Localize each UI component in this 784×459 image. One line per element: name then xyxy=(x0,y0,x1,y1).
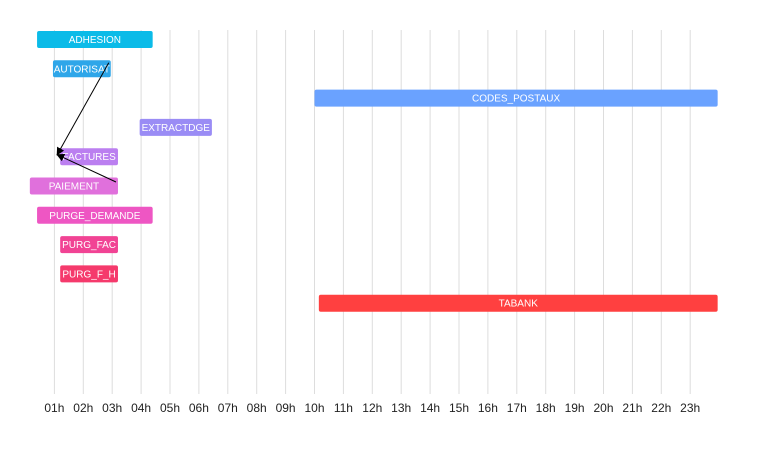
task-bar-factures[interactable]: FACTURES xyxy=(60,148,118,166)
dependency-arrow-paiement-to-factures xyxy=(56,154,117,183)
tick-label-13h: 13h xyxy=(391,401,411,415)
bar-rect[interactable] xyxy=(314,89,718,107)
task-bar-adhesion[interactable]: ADHESION xyxy=(37,31,153,48)
bar-rect[interactable] xyxy=(318,294,718,312)
bar-rect[interactable] xyxy=(60,148,118,166)
tick-label-10h: 10h xyxy=(304,401,324,415)
bar-label: FACTURES xyxy=(62,152,116,163)
tick-label-21h: 21h xyxy=(622,401,642,415)
tick-label-19h: 19h xyxy=(565,401,585,415)
tick-label-04h: 04h xyxy=(131,401,151,415)
bar-rect[interactable] xyxy=(37,206,153,224)
tick-label-06h: 06h xyxy=(189,401,209,415)
task-bars: ADHESION AUTORISAT CODES_POSTAUX EXTRACTDGE… xyxy=(29,31,718,312)
tick-label-22h: 22h xyxy=(651,401,671,415)
tick-label-09h: 09h xyxy=(276,401,296,415)
bar-label: AUTORISAT xyxy=(54,64,110,75)
tick-label-23h: 23h xyxy=(680,401,700,415)
tick-label-17h: 17h xyxy=(507,401,527,415)
bar-rect[interactable] xyxy=(60,236,118,254)
tick-label-05h: 05h xyxy=(160,401,180,415)
bar-label: PURGE_DEMANDE xyxy=(49,211,140,222)
task-bar-paiement[interactable]: PAIEMENT xyxy=(29,177,118,195)
bar-rect[interactable] xyxy=(52,60,111,78)
task-bar-purg-fac[interactable]: PURG_FAC xyxy=(60,236,118,254)
task-bar-codes-postaux[interactable]: CODES_POSTAUX xyxy=(314,89,718,107)
task-bar-tabank[interactable]: TABANK xyxy=(318,294,718,312)
bar-label: CODES_POSTAUX xyxy=(472,94,560,105)
tick-label-07h: 07h xyxy=(218,401,238,415)
bar-rect[interactable] xyxy=(37,31,153,48)
bar-rect[interactable] xyxy=(29,177,118,195)
tick-label-14h: 14h xyxy=(420,401,440,415)
tick-label-16h: 16h xyxy=(478,401,498,415)
tick-label-08h: 08h xyxy=(247,401,267,415)
x-axis-ticks: 01h 02h 03h 04h 05h 06h 07h 08h 09h 10h 11h 12h 13h 1… xyxy=(44,401,700,415)
task-bar-autorisat[interactable]: AUTORISAT xyxy=(52,60,111,78)
tick-label-01h: 01h xyxy=(44,401,64,415)
task-bar-extractdge[interactable]: EXTRACTDGE xyxy=(139,118,212,136)
task-bar-purg-f-h[interactable]: PURG_F_H xyxy=(60,265,118,283)
tick-label-20h: 20h xyxy=(593,401,613,415)
bar-label: PURG_F_H xyxy=(62,269,115,280)
dependency-arrows xyxy=(56,62,117,183)
bar-label: PURG_FAC xyxy=(62,240,116,251)
bar-label: ADHESION xyxy=(69,35,121,46)
bar-label: TABANK xyxy=(499,299,539,310)
bar-rect[interactable] xyxy=(139,118,212,136)
tick-label-11h: 11h xyxy=(334,401,353,415)
dependency-arrow-autorisat-to-factures xyxy=(56,62,110,156)
tick-label-15h: 15h xyxy=(449,401,469,415)
tick-label-12h: 12h xyxy=(362,401,382,415)
tick-label-02h: 02h xyxy=(73,401,93,415)
tick-label-18h: 18h xyxy=(536,401,556,415)
bar-label: EXTRACTDGE xyxy=(142,123,211,134)
bar-label: PAIEMENT xyxy=(49,182,99,193)
tick-label-03h: 03h xyxy=(102,401,122,415)
bar-rect[interactable] xyxy=(60,265,118,283)
task-bar-purge-demande[interactable]: PURGE_DEMANDE xyxy=(37,206,153,224)
